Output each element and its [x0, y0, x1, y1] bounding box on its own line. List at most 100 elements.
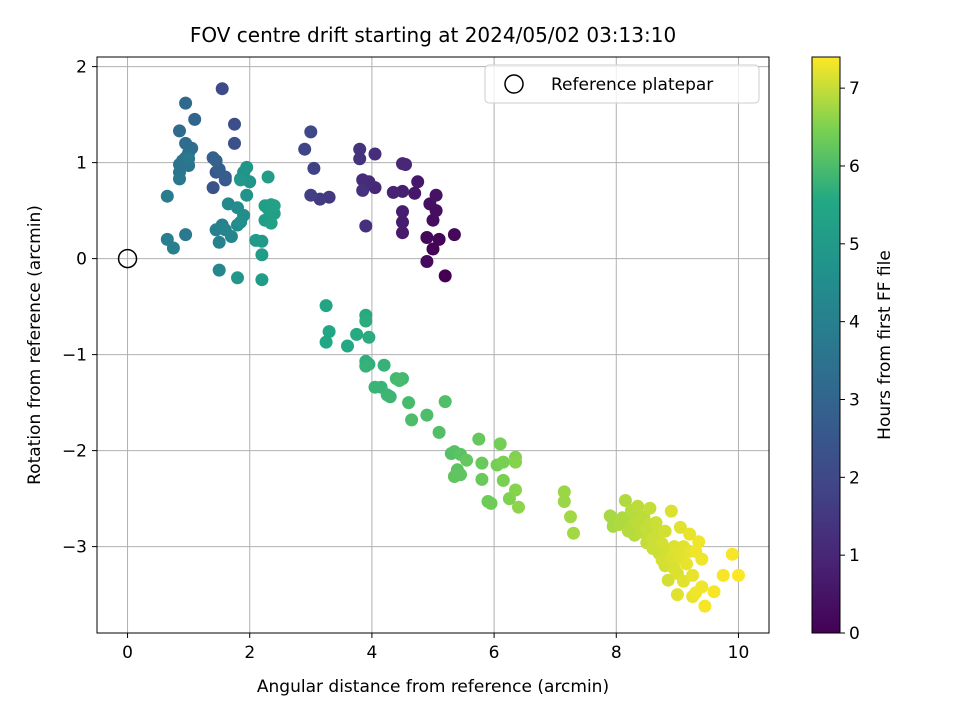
data-point	[680, 557, 693, 571]
data-point	[692, 535, 706, 549]
data-point	[224, 230, 238, 243]
data-point	[359, 314, 373, 328]
y-axis-label: Rotation from reference (arcmin)	[25, 205, 45, 485]
colorbar-ticks: 0 1 2 3 4 5 6 7	[840, 79, 860, 644]
x-tick-label: 0	[122, 643, 133, 663]
colorbar-tick-label: 6	[849, 157, 860, 177]
data-point	[493, 437, 507, 451]
y-tick-label: −2	[62, 442, 87, 462]
data-point	[618, 494, 632, 507]
data-point	[356, 173, 370, 187]
data-point	[383, 390, 397, 404]
data-point	[475, 472, 489, 486]
colorbar: 0 1 2 3 4 5 6 7	[811, 56, 860, 644]
data-point	[261, 170, 275, 184]
data-point	[512, 500, 525, 514]
data-point	[509, 483, 522, 497]
data-point	[683, 527, 697, 541]
data-point	[179, 96, 193, 110]
data-point	[420, 255, 434, 268]
colorbar-tick-label: 7	[849, 79, 860, 99]
data-point	[411, 175, 425, 189]
data-point	[255, 248, 269, 262]
data-point	[429, 188, 443, 202]
colorbar-tick-label: 0	[849, 624, 860, 644]
colorbar-tick-label: 2	[849, 468, 860, 488]
data-point	[228, 117, 241, 131]
data-point	[350, 327, 364, 341]
x-tick-label: 6	[489, 643, 500, 663]
chart-title: FOV centre drift starting at 2024/05/02 …	[190, 23, 676, 47]
data-point	[725, 547, 739, 561]
data-point	[304, 125, 318, 139]
data-point	[179, 228, 193, 242]
data-point	[496, 473, 510, 487]
data-point	[368, 147, 382, 161]
legend-box	[484, 64, 760, 104]
data-point	[396, 157, 409, 171]
data-point	[353, 142, 367, 156]
y-tick-label: 1	[76, 154, 87, 174]
data-point	[264, 216, 278, 230]
x-tick-label: 2	[244, 643, 255, 663]
data-point	[454, 468, 467, 482]
data-point	[420, 408, 434, 422]
data-point	[377, 358, 391, 372]
data-point	[160, 189, 174, 203]
x-tick-label: 4	[366, 643, 377, 663]
legend-marker-open-circle	[504, 74, 524, 94]
data-point	[567, 526, 580, 540]
data-point	[426, 242, 440, 256]
data-point	[460, 453, 474, 467]
data-point	[402, 396, 416, 410]
data-point	[484, 496, 498, 510]
x-tick-label: 10	[728, 643, 750, 663]
data-point	[215, 82, 229, 96]
data-point	[359, 219, 373, 233]
data-point	[298, 142, 312, 156]
data-point	[392, 374, 406, 387]
colorbar-tick-label: 5	[849, 235, 860, 255]
data-point	[732, 568, 745, 582]
data-point	[447, 228, 461, 242]
y-tick-label: 2	[76, 58, 87, 78]
data-point	[188, 112, 202, 126]
x-tick-label: 8	[611, 643, 622, 663]
data-point	[359, 359, 373, 373]
data-point	[707, 585, 721, 599]
y-tick-label: −1	[62, 346, 87, 366]
data-point	[341, 339, 354, 353]
data-point	[649, 516, 663, 530]
data-point	[255, 273, 269, 287]
data-point	[206, 181, 220, 195]
y-tick-label: 0	[76, 250, 87, 270]
reference-platepar-marker	[117, 248, 138, 269]
data-point	[368, 380, 382, 394]
data-point	[240, 160, 254, 174]
data-point	[386, 185, 400, 199]
data-point	[362, 330, 376, 344]
data-point	[631, 499, 645, 513]
data-point	[686, 568, 700, 582]
data-point	[166, 241, 180, 255]
data-point	[396, 226, 409, 240]
colorbar-gradient	[811, 56, 841, 634]
colorbar-label: Hours from first FF file	[875, 250, 895, 440]
data-point	[664, 504, 678, 518]
data-point	[255, 234, 269, 248]
data-point	[356, 183, 370, 197]
data-point	[408, 186, 422, 200]
data-point	[396, 205, 409, 219]
data-point	[438, 395, 452, 409]
data-point	[643, 501, 657, 515]
data-point	[557, 485, 571, 499]
data-point	[432, 425, 446, 439]
data-point	[234, 173, 248, 187]
data-point	[182, 152, 196, 166]
data-point	[673, 520, 687, 534]
data-point	[240, 188, 254, 202]
data-point	[695, 552, 709, 566]
y-tick-label: −3	[62, 538, 87, 558]
data-point	[472, 432, 486, 446]
